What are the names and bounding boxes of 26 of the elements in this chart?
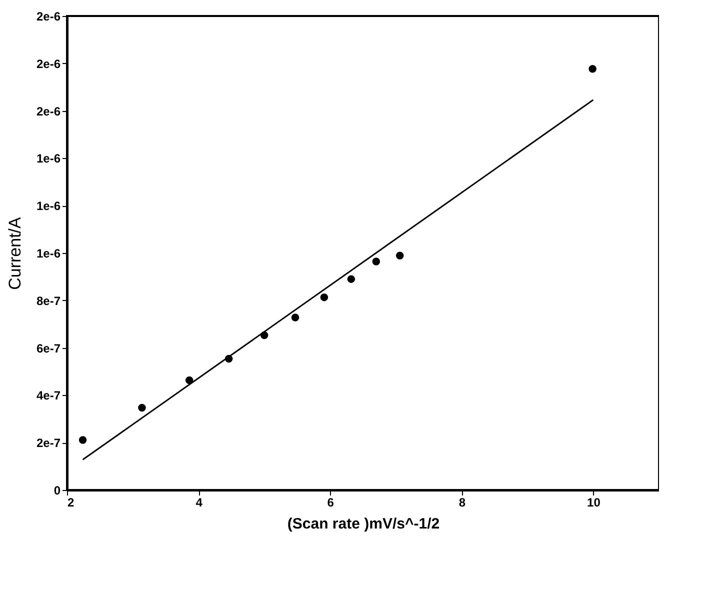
- y-tick-label: 2e-6: [36, 104, 61, 118]
- y-tick-label: 1e-6: [36, 152, 61, 166]
- point: [396, 252, 404, 260]
- y-tick-label: 2e-7: [36, 436, 61, 450]
- point: [320, 293, 328, 302]
- y-tick-label: 4e-7: [36, 388, 61, 403]
- x-tick-label: 2: [68, 496, 74, 510]
- y-tick-label: 6e-7: [36, 341, 61, 356]
- x-tick-label: 10: [587, 496, 601, 510]
- point: [138, 404, 146, 412]
- point: [78, 436, 87, 444]
- point: [372, 258, 380, 266]
- y-tick-label: 8e-7: [36, 294, 61, 308]
- y-axis-title: Current/A: [5, 216, 24, 290]
- point: [291, 314, 300, 322]
- y-tick-label: 1e-6: [36, 246, 61, 260]
- x-tick-label: 8: [458, 496, 466, 510]
- y-tick-label: 2e-6: [36, 56, 61, 71]
- point: [588, 64, 596, 73]
- x-axis-title: (Scan rate )mV/s^-1/2: [287, 516, 440, 532]
- y-tick-label: 1e-6: [36, 199, 61, 214]
- x-tick-label: 6: [327, 496, 334, 510]
- point: [347, 275, 356, 283]
- x-tick-label: 4: [196, 496, 203, 510]
- y-tick-label: 0: [54, 484, 61, 498]
- y-tick-label: 2e-6: [36, 10, 61, 24]
